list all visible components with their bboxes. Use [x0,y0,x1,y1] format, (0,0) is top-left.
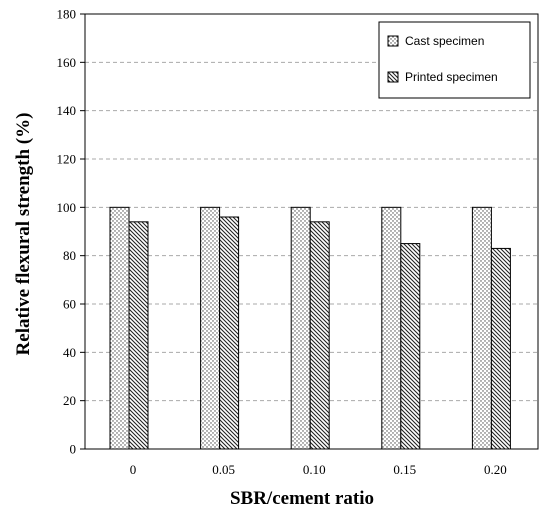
bar-printed-specimen [490,247,511,450]
y-tick-label: 60 [63,297,76,312]
legend-swatch [387,35,399,47]
y-tick-label: 0 [70,442,77,457]
plot-area [84,13,539,450]
bar-cast-specimen [200,206,221,450]
x-tick-label: 0 [130,462,137,477]
bar-cast-specimen [471,206,492,450]
y-tick-label: 20 [63,393,76,408]
x-axis-title: SBR/cement ratio [230,488,374,509]
bars-group [109,206,511,450]
y-tick-label: 80 [63,248,76,263]
y-tick-label: 120 [57,152,77,167]
bar-printed-specimen [128,221,149,450]
x-tick-label: 0.20 [484,462,507,477]
bar-printed-specimen [309,221,330,450]
y-tick-label: 100 [57,200,77,215]
bar-cast-specimen [381,206,402,450]
legend-box [378,21,531,99]
legend: Cast specimen Printed specimen [378,21,531,99]
bar-printed-specimen [400,243,421,450]
x-tick-label: 0.10 [303,462,326,477]
x-axis: 0 0.05 0.10 0.15 0.20 [130,462,507,477]
bar-cast-specimen [290,206,311,450]
legend-swatch [387,71,399,83]
legend-label: Cast specimen [405,34,484,48]
y-tick-label: 180 [57,7,77,22]
y-tick-label: 160 [57,55,77,70]
y-tick-label: 140 [57,103,77,118]
bar-printed-specimen [219,216,240,450]
y-axis-title: Relative flexural strength (%) [13,113,34,356]
y-tick-label: 40 [63,345,76,360]
bar-cast-specimen [109,206,130,450]
legend-label: Printed specimen [405,70,498,84]
x-tick-label: 0.15 [393,462,416,477]
y-axis: 0 20 40 60 80 100 120 140 160 180 [57,7,85,457]
x-tick-label: 0.05 [212,462,235,477]
